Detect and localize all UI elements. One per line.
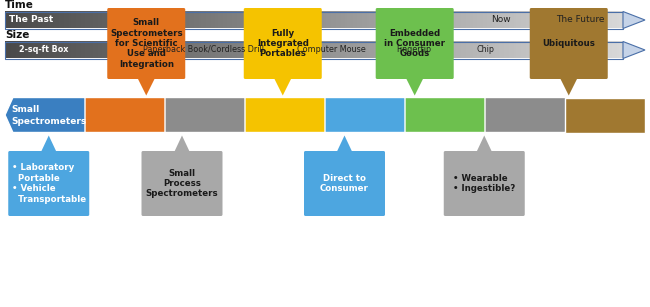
- Text: Fingertip: Fingertip: [396, 45, 432, 55]
- Text: • Wearable
• Ingestible?: • Wearable • Ingestible?: [453, 174, 515, 193]
- Polygon shape: [165, 98, 261, 133]
- Text: The Future: The Future: [556, 15, 604, 25]
- Polygon shape: [137, 77, 155, 95]
- Text: • Laboratory
  Portable
• Vehicle
  Transportable: • Laboratory Portable • Vehicle Transpor…: [12, 163, 86, 204]
- Polygon shape: [565, 98, 645, 133]
- Text: Computer Mouse: Computer Mouse: [298, 45, 366, 55]
- FancyBboxPatch shape: [142, 151, 222, 216]
- Text: Paperback Book/Cordless Drill: Paperback Book/Cordless Drill: [143, 45, 264, 55]
- Polygon shape: [623, 11, 645, 29]
- FancyBboxPatch shape: [107, 8, 185, 79]
- Text: Ubiquitous: Ubiquitous: [542, 39, 595, 48]
- Text: Chip: Chip: [476, 45, 495, 55]
- Text: Embedded
in Consumer
Goods: Embedded in Consumer Goods: [384, 29, 445, 58]
- Polygon shape: [476, 135, 492, 153]
- Polygon shape: [560, 77, 578, 95]
- Text: Time: Time: [5, 0, 34, 10]
- Text: Size: Size: [5, 29, 29, 40]
- FancyBboxPatch shape: [244, 8, 322, 79]
- Text: Small
Spectrometers
for Scientific
Use and
Integration: Small Spectrometers for Scientific Use a…: [110, 18, 183, 69]
- FancyBboxPatch shape: [304, 151, 385, 216]
- Bar: [5, 41, 623, 59]
- Bar: [5, 11, 623, 29]
- FancyBboxPatch shape: [8, 151, 89, 216]
- Polygon shape: [174, 135, 190, 153]
- Text: Now: Now: [491, 15, 510, 25]
- FancyBboxPatch shape: [444, 151, 525, 216]
- Text: The Past: The Past: [9, 15, 53, 25]
- Text: 2-sq-ft Box: 2-sq-ft Box: [20, 45, 69, 55]
- Polygon shape: [41, 135, 57, 153]
- Text: Small
Process
Spectrometers: Small Process Spectrometers: [146, 169, 218, 198]
- Text: Fully
Integrated
Portables: Fully Integrated Portables: [257, 29, 309, 58]
- Polygon shape: [274, 77, 292, 95]
- FancyBboxPatch shape: [376, 8, 454, 79]
- Polygon shape: [325, 98, 421, 133]
- Text: Small: Small: [11, 106, 39, 115]
- Polygon shape: [245, 98, 341, 133]
- FancyBboxPatch shape: [530, 8, 608, 79]
- Polygon shape: [485, 98, 580, 133]
- Polygon shape: [5, 98, 101, 133]
- Polygon shape: [623, 41, 645, 59]
- Polygon shape: [337, 135, 352, 153]
- Text: Spectrometers: Spectrometers: [11, 118, 86, 126]
- Polygon shape: [405, 98, 500, 133]
- Polygon shape: [406, 77, 424, 95]
- Polygon shape: [85, 98, 181, 133]
- Text: Direct to
Consumer: Direct to Consumer: [320, 174, 369, 193]
